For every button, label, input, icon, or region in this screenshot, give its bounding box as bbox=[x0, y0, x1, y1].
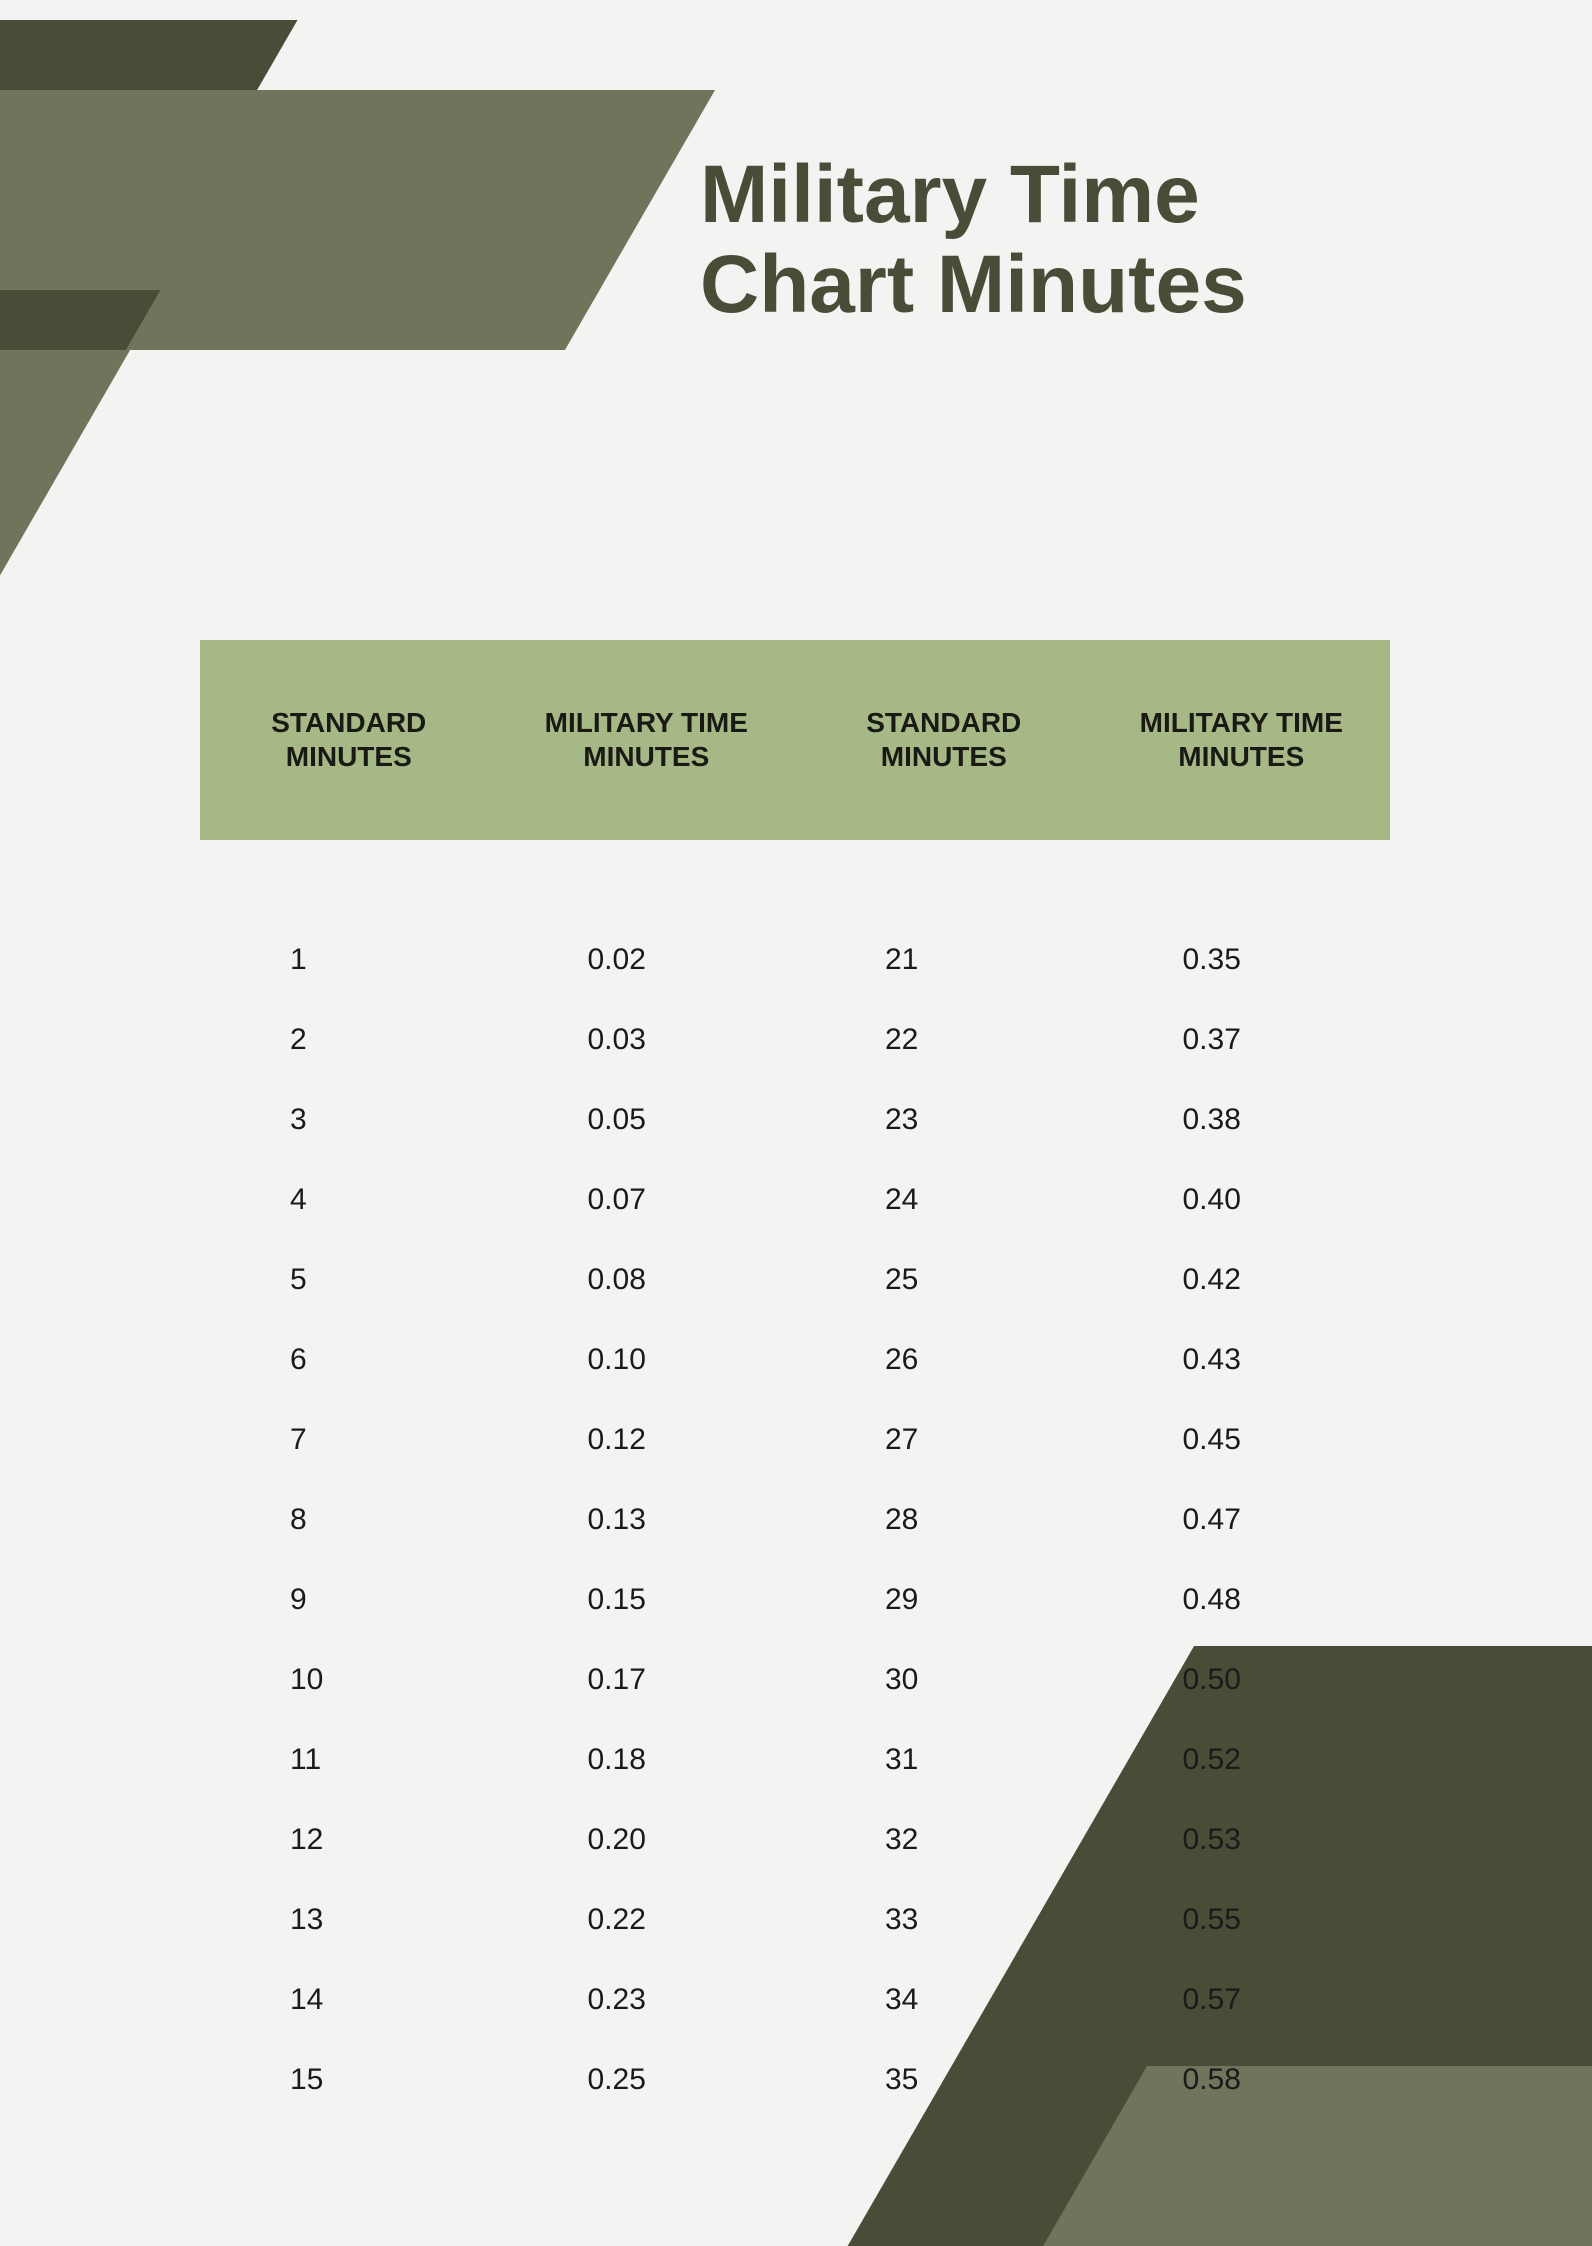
table-cell: 0.02 bbox=[498, 943, 796, 977]
table-cell: 34 bbox=[795, 1983, 1093, 2017]
table-cell: 2 bbox=[200, 1023, 498, 1057]
table-cell: 33 bbox=[795, 1903, 1093, 1937]
table-cell: 25 bbox=[795, 1263, 1093, 1297]
table-cell: 0.38 bbox=[1093, 1103, 1391, 1137]
table-cell: 0.23 bbox=[498, 1983, 796, 2017]
table-cell: 13 bbox=[200, 1903, 498, 1937]
table-cell: 0.57 bbox=[1093, 1983, 1391, 2017]
table-cell: 28 bbox=[795, 1503, 1093, 1537]
table-cell: 6 bbox=[200, 1343, 498, 1377]
table-cell: 8 bbox=[200, 1503, 498, 1537]
table-cell: 0.22 bbox=[498, 1903, 796, 1937]
table-cell: 0.45 bbox=[1093, 1423, 1391, 1457]
table-cell: 0.10 bbox=[498, 1343, 796, 1377]
table-cell: 0.42 bbox=[1093, 1263, 1391, 1297]
table-cell: 22 bbox=[795, 1023, 1093, 1057]
table-cell: 35 bbox=[795, 2063, 1093, 2097]
table-cell: 31 bbox=[795, 1743, 1093, 1777]
table-cell: 0.48 bbox=[1093, 1583, 1391, 1617]
table-row: 90.15290.48 bbox=[200, 1560, 1390, 1640]
table-cell: 0.40 bbox=[1093, 1183, 1391, 1217]
table-cell: 5 bbox=[200, 1263, 498, 1297]
table-row: 40.07240.40 bbox=[200, 1160, 1390, 1240]
table-cell: 0.20 bbox=[498, 1823, 796, 1857]
table-row: 150.25350.58 bbox=[200, 2040, 1390, 2120]
table-cell: 32 bbox=[795, 1823, 1093, 1857]
table-cell: 0.17 bbox=[498, 1663, 796, 1697]
table-cell: 0.15 bbox=[498, 1583, 796, 1617]
table-cell: 15 bbox=[200, 2063, 498, 2097]
col-header-military-2: MILITARY TIME MINUTES bbox=[1093, 706, 1391, 773]
table-row: 70.12270.45 bbox=[200, 1400, 1390, 1480]
table-cell: 26 bbox=[795, 1343, 1093, 1377]
title-line-2: Chart Minutes bbox=[700, 240, 1247, 330]
table-cell: 1 bbox=[200, 943, 498, 977]
table-cell: 29 bbox=[795, 1583, 1093, 1617]
minutes-table: STANDARD MINUTES MILITARY TIME MINUTES S… bbox=[200, 640, 1390, 2120]
table-row: 100.17300.50 bbox=[200, 1640, 1390, 1720]
table-cell: 21 bbox=[795, 943, 1093, 977]
table-row: 30.05230.38 bbox=[200, 1080, 1390, 1160]
table-cell: 4 bbox=[200, 1183, 498, 1217]
table-header: STANDARD MINUTES MILITARY TIME MINUTES S… bbox=[200, 640, 1390, 840]
table-cell: 7 bbox=[200, 1423, 498, 1457]
table-row: 140.23340.57 bbox=[200, 1960, 1390, 2040]
table-cell: 0.05 bbox=[498, 1103, 796, 1137]
table-row: 60.10260.43 bbox=[200, 1320, 1390, 1400]
table-cell: 10 bbox=[200, 1663, 498, 1697]
table-row: 10.02210.35 bbox=[200, 920, 1390, 1000]
table-cell: 0.47 bbox=[1093, 1503, 1391, 1537]
table-cell: 14 bbox=[200, 1983, 498, 2017]
table-cell: 3 bbox=[200, 1103, 498, 1137]
table-cell: 0.03 bbox=[498, 1023, 796, 1057]
table-row: 130.22330.55 bbox=[200, 1880, 1390, 1960]
table-cell: 0.52 bbox=[1093, 1743, 1391, 1777]
table-cell: 0.12 bbox=[498, 1423, 796, 1457]
col-header-military-1: MILITARY TIME MINUTES bbox=[498, 706, 796, 773]
table-cell: 12 bbox=[200, 1823, 498, 1857]
table-cell: 0.43 bbox=[1093, 1343, 1391, 1377]
table-cell: 0.50 bbox=[1093, 1663, 1391, 1697]
table-row: 80.13280.47 bbox=[200, 1480, 1390, 1560]
title-line-1: Military Time bbox=[700, 150, 1247, 240]
table-cell: 27 bbox=[795, 1423, 1093, 1457]
table-cell: 9 bbox=[200, 1583, 498, 1617]
table-cell: 0.35 bbox=[1093, 943, 1391, 977]
table-cell: 0.08 bbox=[498, 1263, 796, 1297]
table-row: 110.18310.52 bbox=[200, 1720, 1390, 1800]
table-body: 10.02210.3520.03220.3730.05230.3840.0724… bbox=[200, 840, 1390, 2120]
table-cell: 0.53 bbox=[1093, 1823, 1391, 1857]
table-cell: 0.58 bbox=[1093, 2063, 1391, 2097]
col-header-standard-1: STANDARD MINUTES bbox=[200, 706, 498, 773]
table-cell: 11 bbox=[200, 1743, 498, 1777]
table-cell: 24 bbox=[795, 1183, 1093, 1217]
table-cell: 23 bbox=[795, 1103, 1093, 1137]
col-header-standard-2: STANDARD MINUTES bbox=[795, 706, 1093, 773]
table-row: 50.08250.42 bbox=[200, 1240, 1390, 1320]
table-cell: 0.13 bbox=[498, 1503, 796, 1537]
table-row: 20.03220.37 bbox=[200, 1000, 1390, 1080]
table-cell: 0.25 bbox=[498, 2063, 796, 2097]
table-cell: 0.07 bbox=[498, 1183, 796, 1217]
table-cell: 0.18 bbox=[498, 1743, 796, 1777]
table-row: 120.20320.53 bbox=[200, 1800, 1390, 1880]
bg-shape-top-stem bbox=[0, 350, 130, 870]
table-cell: 0.55 bbox=[1093, 1903, 1391, 1937]
page-title: Military Time Chart Minutes bbox=[700, 150, 1247, 330]
table-cell: 30 bbox=[795, 1663, 1093, 1697]
table-cell: 0.37 bbox=[1093, 1023, 1391, 1057]
